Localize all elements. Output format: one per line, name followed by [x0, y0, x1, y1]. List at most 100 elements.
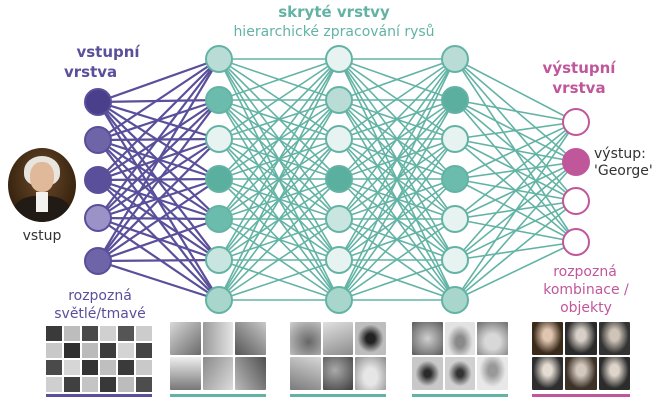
- hidden-neuron-1-6: [205, 286, 233, 314]
- connection-2-4-0: [338, 58, 456, 220]
- neurons: [84, 45, 590, 314]
- connection-2-3-0: [338, 58, 456, 180]
- hidden-neuron-3-4: [441, 205, 469, 233]
- hidden-neuron-1-1: [205, 86, 233, 114]
- connection-0-0-1: [97, 98, 220, 104]
- connection-2-6-3: [338, 178, 456, 301]
- input-neuron-0-0: [84, 88, 112, 116]
- connection-1-6-1: [218, 99, 340, 301]
- connection-1-6-2: [218, 138, 340, 301]
- face-objects-thumbnails: [532, 322, 630, 390]
- combos-caption-line1: rozpozná: [553, 264, 617, 280]
- output-layer-title-line1: výstupní: [542, 59, 616, 77]
- hidden1-underline: [170, 394, 266, 397]
- hidden-neuron-1-0: [205, 45, 233, 73]
- hidden-neuron-2-2: [325, 125, 353, 153]
- connection-1-4-0: [218, 58, 340, 220]
- hidden-neuron-3-6: [441, 286, 469, 314]
- hidden-neuron-2-3: [325, 165, 353, 193]
- connection-0-4-3: [97, 178, 220, 262]
- hidden2-underline: [290, 394, 386, 397]
- connection-0-4-2: [97, 138, 220, 262]
- hidden-neuron-3-3: [441, 165, 469, 193]
- light-dark-caption-line2: světlé/tmavé: [54, 306, 146, 322]
- connection-1-6-3: [218, 178, 340, 301]
- input-underline: [46, 394, 152, 397]
- connection-3-3-0: [454, 121, 577, 180]
- input-neuron-0-4: [84, 247, 112, 275]
- hidden-neuron-1-4: [205, 205, 233, 233]
- hidden-neuron-2-0: [325, 45, 353, 73]
- connection-0-3-4: [97, 216, 220, 221]
- input-neuron-0-2: [84, 166, 112, 194]
- input-layer-title-line2: vrstva: [64, 63, 118, 81]
- connection-3-1-0: [454, 99, 577, 123]
- connection-2-2-0: [338, 58, 456, 140]
- connections: [97, 57, 577, 302]
- connection-3-2-0: [454, 121, 577, 140]
- connection-1-6-4: [218, 218, 340, 301]
- connection-0-3-2: [97, 138, 220, 219]
- combos-caption-line3: objekty: [560, 300, 612, 316]
- connection-2-1-0: [338, 58, 456, 101]
- connection-3-4-0: [454, 121, 577, 220]
- connection-1-2-0: [218, 58, 340, 140]
- hidden-neuron-1-2: [205, 125, 233, 153]
- hidden-neuron-3-1: [441, 86, 469, 114]
- output-neuron-4-3: [562, 228, 590, 256]
- output-label-line2: 'George': [594, 163, 653, 179]
- connection-0-2-0: [97, 58, 220, 181]
- connection-0-4-4: [97, 217, 220, 263]
- hidden-neuron-3-2: [441, 125, 469, 153]
- connection-3-6-1: [454, 161, 577, 301]
- connection-3-6-0: [454, 121, 577, 301]
- hidden-neuron-1-5: [205, 246, 233, 274]
- connection-2-6-5: [338, 259, 456, 301]
- hidden-neuron-3-0: [441, 45, 469, 73]
- combos-caption-line2: kombinace /: [543, 282, 629, 298]
- connection-0-3-6: [97, 217, 220, 301]
- connection-3-6-3: [454, 241, 577, 301]
- connection-3-0-0: [454, 58, 577, 123]
- connection-2-5-0: [338, 58, 456, 261]
- hidden-layers-subtitle: hierarchické zpracování rysů: [233, 24, 435, 40]
- input-label: vstup: [22, 228, 62, 244]
- parts-thumbnails: [290, 322, 386, 390]
- connection-0-4-1: [97, 99, 220, 262]
- connection-0-0-0: [97, 57, 220, 104]
- connection-0-4-5: [97, 258, 220, 263]
- output-neuron-4-0: [562, 108, 590, 136]
- hidden-neuron-3-5: [441, 246, 469, 274]
- output-layer-title-line2: vrstva: [552, 79, 606, 97]
- input-layer-title-line1: vstupní: [76, 43, 140, 61]
- facial-features-thumbnails: [412, 322, 508, 390]
- connection-2-6-4: [338, 218, 456, 301]
- output-neuron-4-2: [562, 187, 590, 215]
- hidden3-underline: [412, 394, 508, 397]
- hidden-neuron-2-5: [325, 246, 353, 274]
- hidden-layers-title: skryté vrstvy: [278, 3, 390, 21]
- connection-2-6-0: [338, 58, 456, 301]
- edge-features-thumbnails: [170, 322, 266, 390]
- connection-3-5-0: [454, 121, 577, 261]
- connection-1-1-0: [218, 58, 340, 101]
- connection-1-3-0: [218, 58, 340, 180]
- connection-0-3-0: [97, 58, 220, 219]
- input-neuron-0-3: [84, 204, 112, 232]
- connection-0-1-0: [97, 58, 220, 141]
- connection-1-6-0: [218, 58, 340, 301]
- connection-3-6-2: [454, 200, 577, 301]
- connection-0-4-0: [97, 58, 220, 262]
- light-dark-caption-line1: rozpozná: [68, 288, 132, 304]
- connection-2-6-1: [338, 99, 456, 301]
- light-dark-pattern: [46, 326, 152, 392]
- output-neuron-4-1: [562, 148, 590, 176]
- output-label-line1: výstup:: [594, 146, 646, 162]
- hidden-neuron-2-6: [325, 286, 353, 314]
- output-underline: [532, 394, 630, 397]
- input-neuron-0-1: [84, 126, 112, 154]
- hidden-neuron-2-4: [325, 205, 353, 233]
- hidden-neuron-1-3: [205, 165, 233, 193]
- portrait-image: [8, 148, 76, 222]
